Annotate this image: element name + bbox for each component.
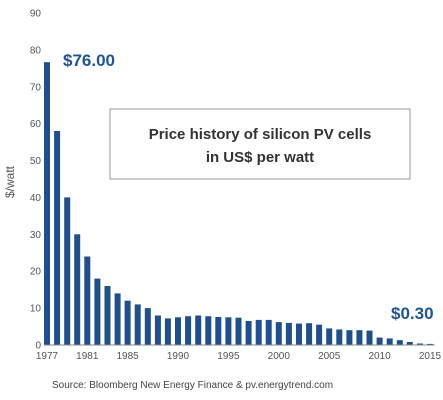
bar-1998 <box>255 319 262 345</box>
bar-2005 <box>326 328 333 345</box>
bar-2010 <box>376 337 383 345</box>
bar-1991 <box>185 316 192 345</box>
bar-1997 <box>245 321 252 345</box>
y-tick-label: 10 <box>30 304 42 315</box>
bar-1977 <box>44 62 50 345</box>
x-tick-label: 1990 <box>167 351 190 362</box>
bar-1982 <box>94 278 101 345</box>
bar-1980 <box>74 234 81 345</box>
bar-1979 <box>64 197 71 345</box>
bar-1990 <box>175 317 181 345</box>
bar-2013 <box>406 342 413 345</box>
max-price-annotation: $76.00 <box>63 51 115 70</box>
y-tick-label: 20 <box>30 267 42 278</box>
x-tick-label: 1981 <box>76 351 99 362</box>
title-box: Price history of silicon PV cells in US$… <box>109 108 411 180</box>
bar-1994 <box>215 317 222 345</box>
x-tick-label: 1977 <box>36 351 59 362</box>
bar-2000 <box>275 322 282 345</box>
bar-1995 <box>225 317 232 345</box>
y-tick-label: 30 <box>30 230 42 241</box>
bar-2014 <box>416 343 423 345</box>
y-tick-label: 60 <box>30 119 42 130</box>
bar-1989 <box>164 318 171 345</box>
bar-2011 <box>386 338 393 345</box>
bar-2015 <box>427 343 433 345</box>
x-tick-label: 2010 <box>368 351 391 362</box>
y-tick-label: 90 <box>30 9 42 20</box>
x-tick-label: 2000 <box>268 351 291 362</box>
bar-1983 <box>104 286 111 345</box>
x-tick-label: 2015 <box>419 351 442 362</box>
y-axis-ticks: 0 10 20 30 40 50 60 70 80 90 <box>30 9 42 352</box>
bar-1993 <box>205 316 212 345</box>
bar-1978 <box>54 131 61 345</box>
bar-2006 <box>336 329 343 345</box>
y-tick-label: 0 <box>35 341 41 352</box>
y-tick-label: 80 <box>30 45 42 56</box>
bar-1992 <box>195 315 202 345</box>
bar-1987 <box>144 308 151 345</box>
bar-2007 <box>346 330 353 345</box>
bar-2004 <box>316 324 323 345</box>
x-axis-ticks: 1977 1981 1985 1990 1995 2000 2005 2010 2015 <box>36 351 442 362</box>
bar-1999 <box>265 319 272 345</box>
bar-2003 <box>306 323 313 345</box>
x-tick-label: 1995 <box>217 351 240 362</box>
source-note: Source: Bloomberg New Energy Finance & p… <box>52 380 333 391</box>
x-tick-label: 2005 <box>318 351 341 362</box>
chart-title-line-2: in US$ per watt <box>206 149 314 166</box>
bar-2002 <box>296 323 302 345</box>
y-tick-label: 40 <box>30 193 42 204</box>
title-box-frame <box>109 108 411 180</box>
bar-2012 <box>396 340 403 345</box>
chart-title-line-1: Price history of silicon PV cells <box>149 126 372 143</box>
bar-1988 <box>154 315 161 345</box>
bar-series <box>44 62 433 345</box>
bar-1986 <box>134 304 141 345</box>
y-tick-label: 70 <box>30 82 42 93</box>
bar-1985 <box>124 300 131 345</box>
bar-1984 <box>114 293 121 345</box>
min-price-annotation: $0.30 <box>391 304 434 323</box>
bar-2001 <box>285 322 292 345</box>
y-axis-label: $/watt <box>3 165 17 198</box>
y-tick-label: 50 <box>30 156 42 167</box>
bar-2009 <box>366 330 373 345</box>
bar-2008 <box>356 330 363 345</box>
x-tick-label: 1985 <box>116 351 139 362</box>
bar-1996 <box>235 317 242 345</box>
bar-1981 <box>84 256 91 345</box>
